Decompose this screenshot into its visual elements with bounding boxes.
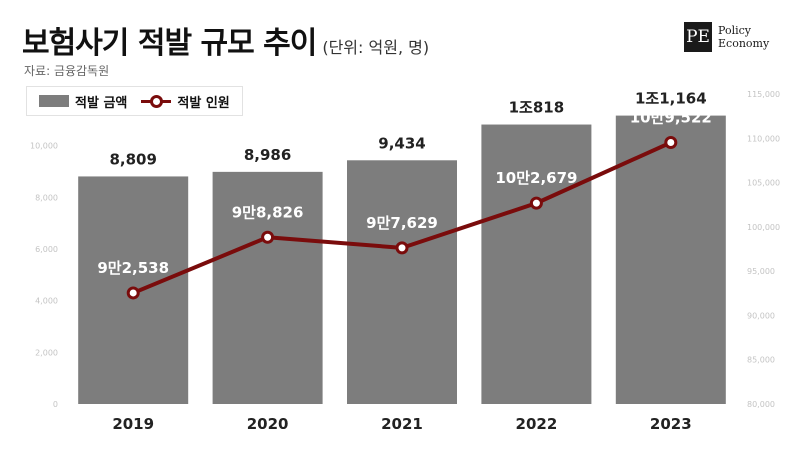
bar-value-label: 9,434 [378, 134, 425, 152]
right-axis-tick: 85,000 [747, 356, 775, 365]
right-axis-tick: 105,000 [747, 179, 780, 188]
legend-line-swatch [141, 95, 172, 108]
policy-economy-logo: PE Policy Economy [684, 22, 769, 52]
source-note: 자료: 금융감독원 [24, 64, 110, 78]
left-axis-tick: 4,000 [35, 297, 58, 306]
right-axis-tick: 115,000 [747, 90, 780, 99]
bar-value-label: 1조1,164 [635, 90, 707, 108]
persons-point [664, 136, 678, 150]
logo-line-2: Economy [718, 37, 770, 50]
bar [347, 160, 457, 404]
bar-value-label: 1조818 [509, 99, 565, 117]
chart-title-text: 보험사기 적발 규모 추이 [22, 26, 317, 61]
legend-bar-swatch [39, 95, 69, 107]
bar [615, 115, 726, 404]
legend-label-persons: 적발 인원 [177, 95, 230, 111]
left-axis-tick: 2,000 [35, 348, 58, 357]
logo-text: Policy Economy [718, 24, 769, 50]
x-tick-label: 2022 [516, 415, 558, 433]
bar-value-label: 8,809 [109, 150, 156, 168]
bar [212, 171, 323, 404]
right-axis-tick: 80,000 [747, 400, 775, 409]
left-axis-tick: 10,000 [30, 142, 58, 151]
chart-title: 보험사기 적발 규모 추이 (단위: 억원, 명) [22, 18, 429, 62]
unit-note: (단위: 억원, 명) [322, 38, 430, 57]
persons-value-label: 10만9,522 [630, 109, 712, 127]
right-axis-tick: 90,000 [747, 311, 775, 320]
right-axis-tick: 95,000 [747, 267, 775, 276]
logo-mark: PE [684, 22, 712, 52]
legend-item-amount: 적발 금액 [39, 92, 127, 111]
x-tick-label: 2019 [112, 415, 154, 433]
right-axis-tick: 100,000 [747, 223, 780, 232]
persons-value-label: 10만2,679 [495, 169, 577, 187]
persons-value-label: 9만7,629 [366, 214, 438, 232]
bar [481, 124, 592, 404]
bar-value-label: 8,986 [244, 146, 291, 164]
persons-value-label: 9만8,826 [232, 203, 304, 221]
persons-point [126, 286, 140, 300]
left-axis-tick: 6,000 [35, 245, 58, 254]
persons-value-label: 9만2,538 [97, 259, 169, 277]
legend-label-amount: 적발 금액 [75, 95, 128, 111]
persons-point [261, 230, 275, 244]
x-tick-label: 2021 [381, 415, 423, 433]
legend-item-persons: 적발 인원 [141, 92, 230, 111]
logo-line-1: Policy [718, 24, 751, 37]
chart-legend: 적발 금액 적발 인원 [26, 86, 243, 116]
right-axis-tick: 110,000 [747, 134, 780, 143]
persons-point [529, 196, 543, 210]
persons-point [395, 241, 409, 255]
x-tick-label: 2023 [650, 415, 692, 433]
left-axis-tick: 0 [53, 400, 58, 409]
left-axis-tick: 8,000 [35, 193, 58, 202]
x-tick-label: 2020 [247, 415, 289, 433]
